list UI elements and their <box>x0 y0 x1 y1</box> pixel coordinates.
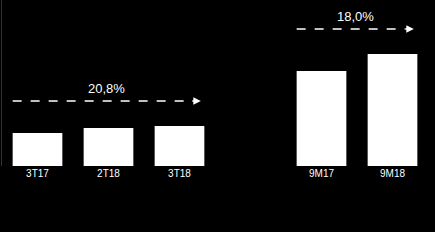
svg-text:9M18: 9M18 <box>380 168 405 179</box>
svg-text:20,8%: 20,8% <box>88 81 125 96</box>
svg-text:2T18: 2T18 <box>97 168 120 179</box>
svg-text:9M17: 9M17 <box>309 168 334 179</box>
svg-text:3T17: 3T17 <box>26 168 49 179</box>
svg-text:3T18: 3T18 <box>168 168 191 179</box>
svg-text:18,0%: 18,0% <box>337 9 374 24</box>
